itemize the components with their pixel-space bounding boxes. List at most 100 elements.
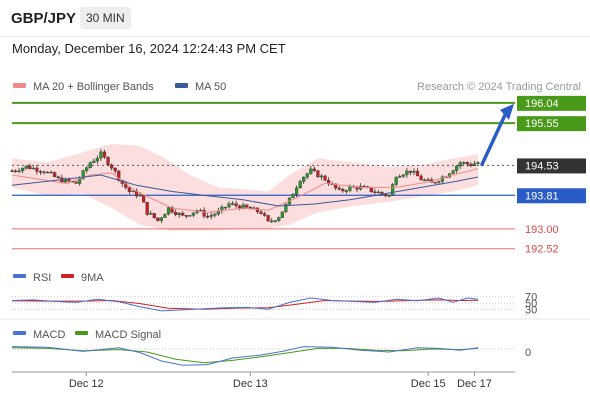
candle-body bbox=[266, 215, 270, 222]
legend-entry: MA 50 bbox=[195, 81, 226, 93]
candle-body bbox=[419, 175, 423, 181]
candle-body bbox=[259, 211, 263, 214]
candle-body bbox=[74, 181, 78, 184]
rsi-legend-swatch bbox=[61, 274, 74, 278]
timestamp: Monday, December 16, 2024 12:24:43 PM CE… bbox=[12, 41, 286, 56]
candle-body bbox=[49, 171, 53, 174]
candle-body bbox=[412, 170, 416, 173]
candle-body bbox=[113, 167, 117, 172]
candle-body bbox=[145, 202, 149, 215]
candle-body bbox=[337, 187, 341, 190]
candle-body bbox=[440, 176, 445, 182]
candle-body bbox=[17, 170, 21, 173]
candle-body bbox=[223, 206, 228, 209]
candle-body bbox=[28, 165, 32, 170]
rsi-legend-entry: RSI bbox=[33, 272, 51, 284]
candle-body bbox=[291, 194, 295, 199]
candle-body bbox=[302, 176, 306, 182]
rsi-tick-label: 70 bbox=[525, 292, 537, 304]
candle-body bbox=[394, 177, 398, 185]
resistance-tag bbox=[517, 95, 586, 111]
candle-body bbox=[284, 203, 288, 212]
candle-body bbox=[230, 203, 235, 205]
candle-body bbox=[149, 213, 153, 215]
time-tick-label: Dec 17 bbox=[457, 378, 492, 390]
candle-body bbox=[202, 210, 206, 217]
main-legend: MA 20 + Bollinger Bands MA 50 bbox=[13, 81, 226, 93]
rsi-legend-entry: 9MA bbox=[81, 272, 104, 284]
candle-body bbox=[42, 171, 46, 174]
candle-body bbox=[334, 183, 338, 189]
candle-body bbox=[408, 170, 413, 173]
rsi-tick-label: 50 bbox=[525, 298, 537, 310]
candle-body bbox=[472, 163, 477, 167]
legend-entry: MA 20 + Bollinger Bands bbox=[33, 81, 154, 93]
resistance-tag bbox=[517, 116, 586, 132]
last-price-tag bbox=[517, 158, 586, 174]
resistance-label: 195.55 bbox=[525, 118, 559, 130]
candle-body bbox=[380, 191, 384, 194]
candle-body bbox=[213, 213, 217, 216]
pivot-label: 193.81 bbox=[525, 190, 559, 202]
candle-body bbox=[56, 176, 60, 179]
candle-body bbox=[465, 162, 469, 165]
source-note: Research © 2024 Trading Central bbox=[417, 81, 581, 93]
candle-body bbox=[476, 162, 480, 164]
candle-body bbox=[163, 213, 167, 218]
candle-body bbox=[437, 181, 441, 183]
macd-tick-label: 0 bbox=[525, 347, 531, 359]
candle-body bbox=[38, 171, 43, 173]
candle-body bbox=[85, 167, 89, 171]
candle-body bbox=[170, 207, 174, 213]
candle-body bbox=[262, 213, 267, 216]
candle-body bbox=[277, 217, 281, 221]
candle-body bbox=[391, 184, 395, 196]
macd-legend-entry: MACD Signal bbox=[95, 329, 161, 341]
candle-body bbox=[415, 170, 420, 177]
time-tick-label: Dec 12 bbox=[69, 378, 104, 390]
resistance-label: 196.04 bbox=[525, 98, 559, 110]
macd-legend-entry: MACD bbox=[33, 329, 65, 341]
macd-legend-swatch bbox=[13, 331, 26, 335]
candle-body bbox=[433, 182, 437, 184]
time-axis: Dec 12 Dec 13 Dec 15 Dec 17 bbox=[12, 371, 515, 390]
legend-swatch bbox=[13, 83, 26, 88]
candle-body bbox=[106, 156, 110, 166]
candle-body bbox=[88, 162, 92, 168]
candle-body bbox=[462, 162, 466, 164]
candle-body bbox=[401, 174, 405, 177]
candle-body bbox=[13, 170, 18, 173]
candle-body bbox=[191, 212, 196, 216]
timeframe-button[interactable]: 30 MIN bbox=[80, 7, 131, 29]
candle-body bbox=[184, 215, 188, 217]
trend-arrow-head bbox=[500, 103, 514, 120]
candle-body bbox=[127, 187, 131, 192]
time-tick-label: Dec 15 bbox=[411, 378, 446, 390]
rsi-tick-label: 30 bbox=[525, 304, 537, 316]
candle-body bbox=[35, 167, 39, 172]
candle-body bbox=[95, 157, 99, 162]
candle-body bbox=[81, 170, 85, 179]
rsi-legend-swatch bbox=[13, 274, 26, 278]
candle-body bbox=[298, 181, 302, 189]
candle-body bbox=[156, 217, 160, 221]
bollinger-band bbox=[12, 143, 478, 231]
candle-body bbox=[323, 175, 327, 181]
candle-body bbox=[458, 162, 462, 167]
candle-body bbox=[376, 191, 380, 194]
candle-body bbox=[344, 190, 348, 192]
price-levels: 196.04 195.55 194.53 193.81 193.00 192.52 bbox=[12, 95, 586, 256]
time-tick-label: Dec 13 bbox=[233, 378, 268, 390]
trend-arrow-shaft bbox=[480, 111, 508, 167]
candle-body bbox=[131, 190, 135, 193]
candle-body bbox=[341, 189, 345, 192]
ma20-line bbox=[11, 168, 479, 213]
candle-body bbox=[305, 173, 309, 178]
candle-body bbox=[455, 165, 459, 171]
macd-signal-line bbox=[11, 347, 479, 364]
candle-body bbox=[53, 172, 57, 178]
candle-body bbox=[234, 203, 238, 207]
candle-body bbox=[369, 187, 373, 192]
candles bbox=[10, 148, 480, 224]
